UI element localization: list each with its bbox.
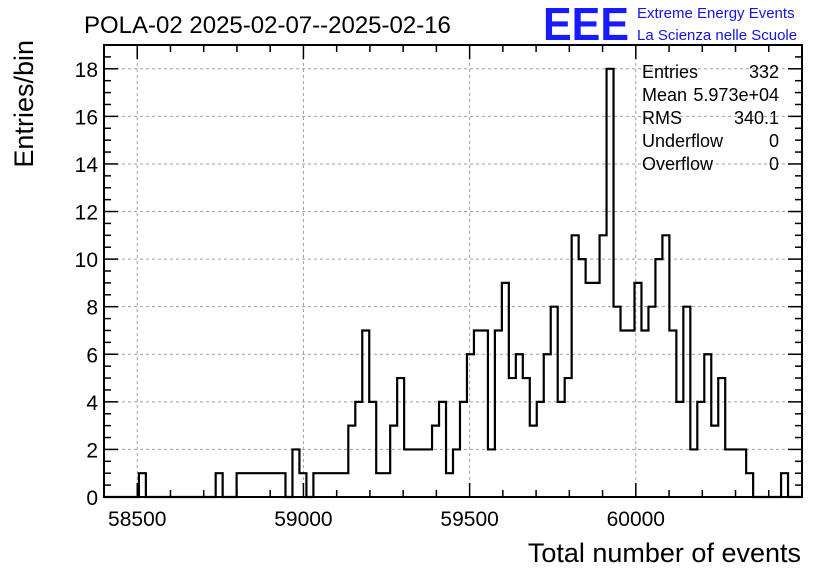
- y-tick-label: 2: [86, 439, 98, 462]
- logo-line-2: La Scienza nelle Scuole: [637, 27, 797, 44]
- stats-entries-value: 332: [749, 62, 779, 82]
- grid-lines: [104, 45, 802, 497]
- stats-box: Entries 332 Mean 5.973e+04 RMS 340.1 Und…: [642, 62, 779, 174]
- y-tick-label: 0: [86, 487, 98, 510]
- eee-logo-mark: EEE: [543, 0, 629, 50]
- stats-overflow-value: 0: [769, 154, 779, 174]
- y-axis-title: Entries/bin: [9, 40, 39, 168]
- axis-ticks: [103, 44, 803, 498]
- x-tick-labels: 58500 59000 59500 60000: [108, 508, 665, 531]
- y-tick-labels: 0 2 4 6 8 10 12 14 16 18: [75, 59, 99, 510]
- y-tick-label: 12: [75, 202, 98, 225]
- y-tick-label: 18: [75, 59, 98, 82]
- x-tick-label: 59500: [440, 508, 498, 531]
- x-axis-title: Total number of events: [528, 538, 801, 568]
- stats-underflow-label: Underflow: [642, 131, 724, 151]
- histogram-outline: [104, 67, 802, 499]
- stats-entries-label: Entries: [642, 62, 698, 82]
- x-tick-label: 58500: [108, 508, 166, 531]
- stats-rms-value: 340.1: [734, 108, 779, 128]
- y-tick-label: 10: [75, 249, 98, 272]
- x-tick-label: 59000: [274, 508, 332, 531]
- y-tick-label: 16: [75, 106, 98, 129]
- stats-underflow-value: 0: [769, 131, 779, 151]
- stats-mean-label: Mean: [642, 85, 687, 105]
- eee-logo: EEE Extreme Energy Events La Scienza nel…: [543, 0, 797, 50]
- y-tick-label: 4: [86, 392, 98, 415]
- stats-rms-label: RMS: [642, 108, 682, 128]
- logo-line-1: Extreme Energy Events: [637, 5, 795, 22]
- y-tick-label: 6: [86, 344, 98, 367]
- stats-overflow-label: Overflow: [642, 154, 714, 174]
- y-tick-label: 14: [75, 154, 99, 177]
- stats-mean-value: 5.973e+04: [693, 85, 779, 105]
- chart-title: POLA-02 2025-02-07--2025-02-16: [84, 12, 451, 39]
- y-tick-label: 8: [86, 297, 98, 320]
- x-tick-label: 60000: [607, 508, 665, 531]
